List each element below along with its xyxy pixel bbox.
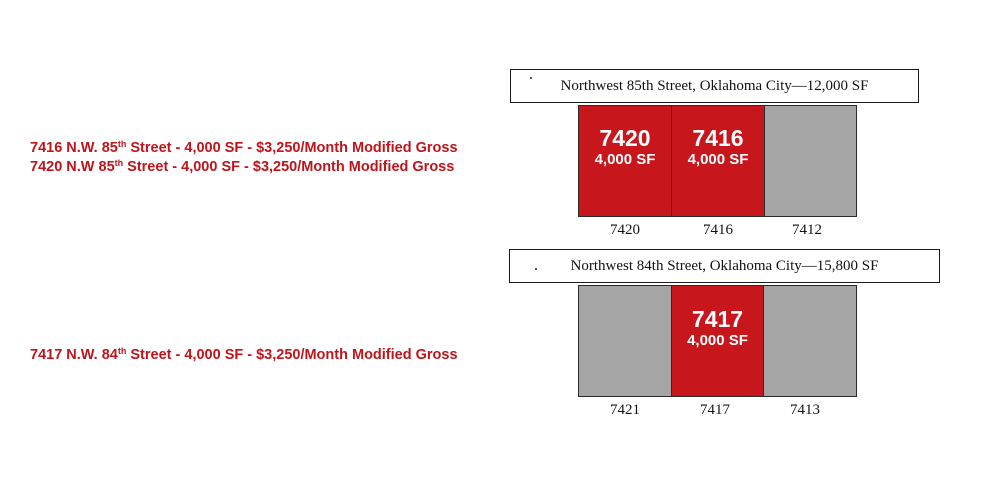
unit-7421: [578, 285, 672, 397]
scan-speck: [530, 77, 532, 79]
listing-7420-nw-85th: 7420 N.W 85th Street - 4,000 SF - $3,250…: [30, 157, 454, 177]
street-label-nw-84th: Northwest 84th Street, Oklahoma City—15,…: [509, 249, 940, 283]
unit-label-7421: 7421: [610, 402, 640, 418]
unit-7420: 7420 4,000 SF: [578, 105, 672, 217]
unit-label-7417: 7417: [700, 402, 730, 418]
unit-label-7416: 7416: [703, 222, 733, 238]
unit-number: 7420: [599, 125, 651, 151]
unit-label-7412: 7412: [792, 222, 822, 238]
listing-text: Street - 4,000 SF - $3,250/Month Modifie…: [126, 347, 458, 363]
unit-7413: [763, 285, 857, 397]
listing-7417-nw-84th: 7417 N.W. 84th Street - 4,000 SF - $3,25…: [30, 345, 458, 365]
unit-area: 4,000 SF: [687, 332, 748, 349]
listing-text: 7417 N.W. 84: [30, 347, 118, 363]
unit-7417: 7417 4,000 SF: [671, 285, 764, 397]
unit-7412: [764, 105, 857, 217]
unit-7416: 7416 4,000 SF: [671, 105, 765, 217]
listing-text: Street - 4,000 SF - $3,250/Month Modifie…: [123, 159, 455, 175]
listing-ordinal: th: [117, 346, 127, 356]
listing-text: 7416 N.W. 85: [30, 140, 118, 156]
unit-area: 4,000 SF: [687, 151, 749, 168]
listing-7416-nw-85th: 7416 N.W. 85th Street - 4,000 SF - $3,25…: [30, 138, 458, 158]
unit-number: 7417: [691, 306, 744, 332]
listing-ordinal: th: [114, 158, 124, 168]
listing-text: 7420 N.W 85: [30, 159, 115, 175]
scan-speck: [535, 268, 537, 270]
street-label-text: Northwest 84th Street, Oklahoma City—15,…: [570, 257, 879, 274]
unit-label-7420: 7420: [610, 222, 640, 238]
unit-area: 4,000 SF: [594, 151, 656, 168]
listing-ordinal: th: [117, 139, 127, 149]
listing-text: Street - 4,000 SF - $3,250/Month Modifie…: [126, 140, 458, 156]
street-label-nw-85th: Northwest 85th Street, Oklahoma City—12,…: [510, 69, 919, 103]
unit-number: 7416: [692, 125, 744, 151]
unit-label-7413: 7413: [790, 402, 820, 418]
street-label-text: Northwest 85th Street, Oklahoma City—12,…: [560, 77, 869, 94]
